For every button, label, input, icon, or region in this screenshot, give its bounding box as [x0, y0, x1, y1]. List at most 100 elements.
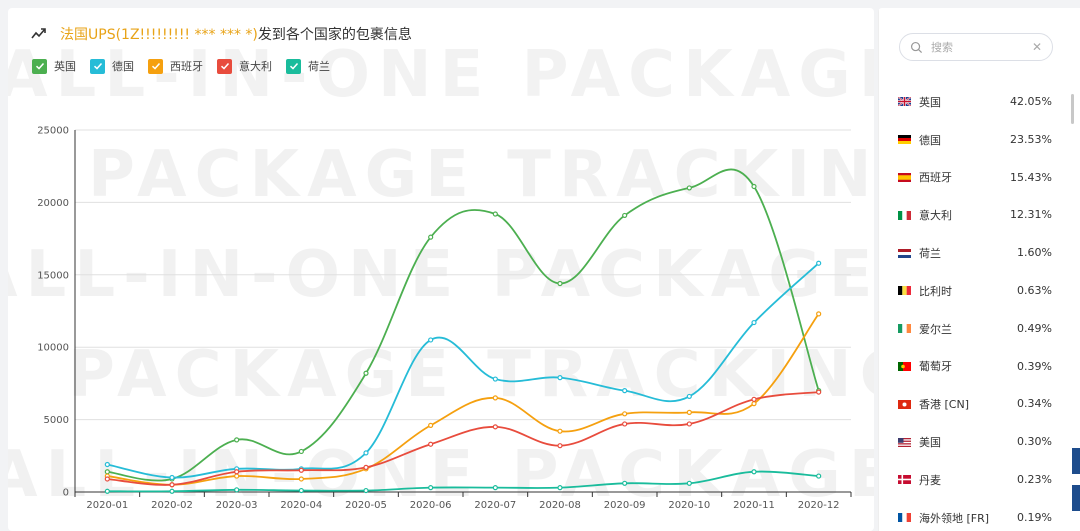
- country-percentage: 0.39%: [1017, 359, 1052, 373]
- edge-tab[interactable]: [1072, 448, 1080, 474]
- search-input[interactable]: [931, 40, 1032, 54]
- data-point: [298, 467, 304, 473]
- trend-up-icon: [31, 28, 46, 39]
- country-row[interactable]: 英国 42.05%: [898, 83, 1058, 121]
- legend-label: 英国: [54, 60, 76, 73]
- country-name: 美国: [919, 436, 941, 450]
- x-tick-label: 2020-09: [604, 500, 646, 511]
- checkbox-icon[interactable]: [148, 58, 163, 74]
- flag-hk-icon: [898, 399, 911, 409]
- legend-item[interactable]: 德国: [90, 58, 134, 74]
- data-point: [622, 212, 628, 219]
- country-name: 英国: [919, 95, 941, 109]
- data-point: [816, 260, 822, 266]
- legend-item[interactable]: 英国: [32, 58, 76, 74]
- data-point: [104, 476, 110, 482]
- data-point: [557, 443, 563, 449]
- data-point: [557, 280, 563, 287]
- legend-label: 荷兰: [308, 60, 330, 73]
- data-point: [816, 389, 822, 395]
- data-point: [622, 480, 628, 486]
- flag-be-icon: [898, 286, 911, 296]
- close-icon[interactable]: ✕: [1031, 40, 1042, 54]
- country-list: 英国 42.05% 德国 23.53% 西班牙 15.43% 意大利 12.31% 荷兰 1.60…: [898, 83, 1058, 531]
- data-point: [104, 469, 110, 475]
- data-point: [104, 461, 110, 468]
- y-tick-label: 10000: [37, 343, 69, 354]
- data-point: [169, 474, 175, 481]
- x-tick-label: 2020-02: [151, 500, 193, 511]
- data-point: [686, 185, 692, 191]
- legend-label: 德国: [112, 60, 134, 73]
- country-row[interactable]: 葡萄牙 0.39%: [898, 348, 1058, 386]
- checkbox-icon[interactable]: [90, 58, 105, 74]
- data-point: [428, 422, 434, 428]
- data-point: [298, 487, 304, 494]
- checkbox-icon[interactable]: [217, 58, 232, 74]
- data-point: [363, 450, 369, 456]
- country-row[interactable]: 意大利 12.31%: [898, 196, 1058, 234]
- legend-item[interactable]: 西班牙: [148, 58, 203, 74]
- country-row[interactable]: 荷兰 1.60%: [898, 234, 1058, 272]
- country-percentage: 0.23%: [1017, 472, 1052, 486]
- data-point: [298, 476, 304, 482]
- country-name: 香港 [CN]: [919, 398, 969, 412]
- country-name: 葡萄牙: [919, 360, 952, 374]
- y-tick-label: 15000: [37, 270, 69, 281]
- country-row[interactable]: 德国 23.53%: [898, 121, 1058, 159]
- country-row[interactable]: 丹麦 0.23%: [898, 461, 1058, 499]
- chart-card: ALL-IN-ONE PACKAGE TRACKING PACKAGE TRAC…: [8, 8, 874, 531]
- country-row[interactable]: 海外领地 [FR] 0.19%: [898, 499, 1058, 531]
- country-row[interactable]: 西班牙 15.43%: [898, 159, 1058, 197]
- flag-uk-icon: [898, 97, 911, 107]
- data-point: [234, 487, 240, 493]
- country-panel: ✕ 英国 42.05% 德国 23.53% 西班牙 15.43% 意大利 12.31% 荷兰 1.…: [878, 8, 1080, 531]
- country-row[interactable]: 香港 [CN] 0.34%: [898, 385, 1058, 423]
- data-point: [816, 311, 822, 317]
- data-point: [751, 319, 757, 326]
- country-percentage: 12.31%: [1010, 208, 1052, 222]
- data-point: [169, 482, 175, 488]
- edge-tab[interactable]: [1072, 485, 1080, 511]
- search-box[interactable]: ✕: [899, 33, 1053, 61]
- country-percentage: 0.34%: [1017, 397, 1052, 411]
- data-point: [234, 473, 240, 479]
- x-tick-label: 2020-07: [474, 500, 516, 511]
- chart-header: 法国UPS(1Z!!!!!!!!! *** *** *)发到各个国家的包裹信息: [30, 22, 412, 46]
- data-point: [686, 409, 692, 415]
- x-tick-label: 2020-05: [345, 500, 387, 511]
- data-point: [363, 464, 369, 470]
- data-point: [751, 469, 757, 475]
- flag-us-icon: [898, 437, 911, 447]
- flag-es-icon: [898, 172, 911, 182]
- country-name: 意大利: [919, 209, 952, 223]
- series-line-2: [107, 313, 820, 486]
- legend-item[interactable]: 意大利: [217, 58, 272, 74]
- x-tick-label: 2020-04: [280, 500, 322, 511]
- data-point: [751, 396, 757, 402]
- title-accent: 法国UPS(1Z!!!!!!!!! *** *** *): [60, 27, 258, 43]
- data-point: [686, 480, 692, 486]
- data-point: [622, 388, 628, 394]
- country-row[interactable]: 比利时 0.63%: [898, 272, 1058, 310]
- x-tick-label: 2020-06: [410, 500, 452, 511]
- flag-dk-icon: [898, 475, 911, 485]
- checkbox-icon[interactable]: [286, 58, 301, 74]
- data-point: [492, 395, 498, 401]
- x-tick-label: 2020-01: [86, 500, 128, 511]
- legend-item[interactable]: 荷兰: [286, 58, 330, 74]
- y-tick-label: 0: [63, 488, 69, 499]
- x-tick-label: 2020-08: [539, 500, 581, 511]
- country-row[interactable]: 美国 0.30%: [898, 423, 1058, 461]
- country-row[interactable]: 爱尔兰 0.49%: [898, 310, 1058, 348]
- legend-label: 西班牙: [170, 60, 203, 73]
- data-point: [622, 421, 628, 427]
- data-point: [492, 376, 498, 382]
- scrollbar[interactable]: [1071, 94, 1074, 124]
- checkbox-icon[interactable]: [32, 58, 47, 74]
- country-percentage: 0.49%: [1017, 321, 1052, 335]
- data-point: [428, 234, 434, 240]
- country-percentage: 0.19%: [1017, 510, 1052, 524]
- x-tick-label: 2020-03: [216, 500, 258, 511]
- country-percentage: 0.63%: [1017, 283, 1052, 297]
